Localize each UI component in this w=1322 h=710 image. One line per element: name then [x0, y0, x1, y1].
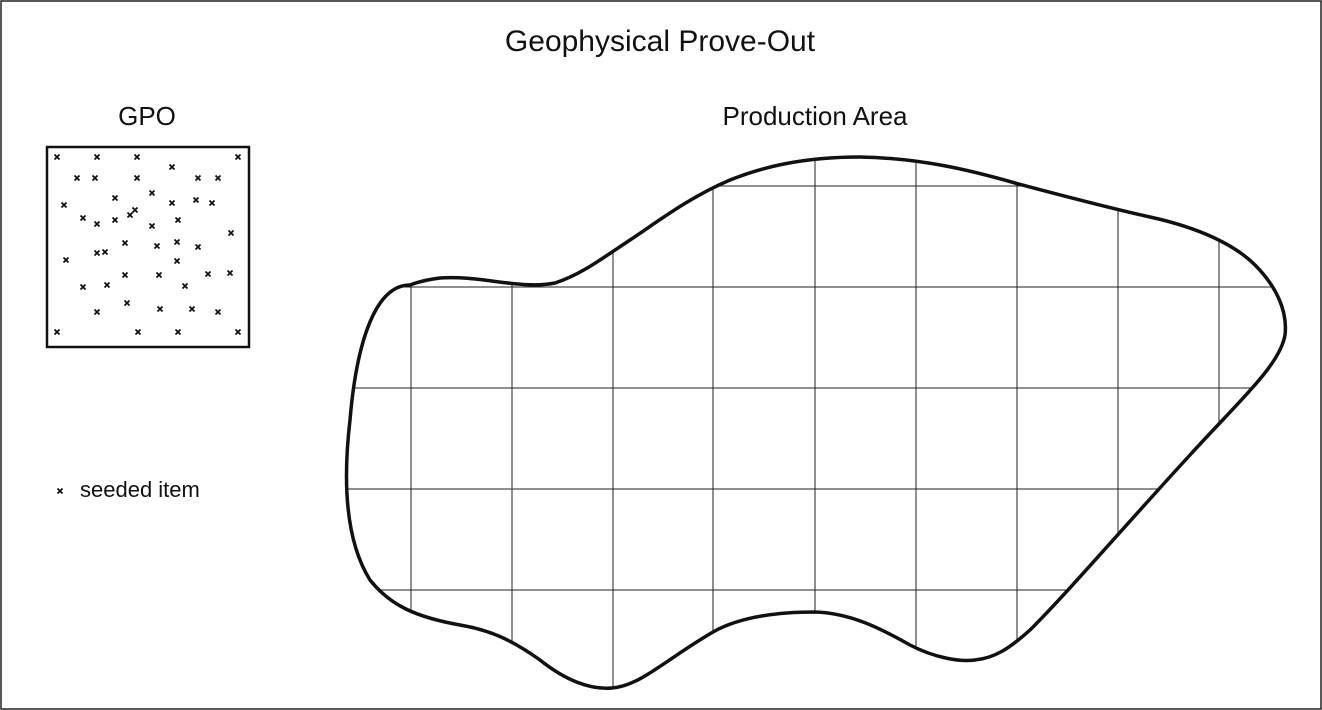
seeded-item [126, 211, 134, 219]
production-area-label: Production Area [722, 101, 908, 131]
seeded-item [53, 153, 61, 161]
seeded-item [133, 174, 141, 182]
grid [346, 157, 1286, 689]
seeded-item [168, 163, 176, 171]
seeded-item [91, 174, 99, 182]
legend-label: seeded item [80, 477, 200, 502]
seeded-item [148, 222, 156, 230]
title: Geophysical Prove-Out [505, 25, 816, 58]
seeded-item [173, 257, 181, 265]
seeded-item [93, 153, 101, 161]
seeded-item [194, 174, 202, 182]
gpo-label: GPO [118, 101, 176, 131]
seeded-item [103, 281, 111, 289]
seeded-item [101, 248, 109, 256]
seeded-item [148, 189, 156, 197]
seeded-item [155, 271, 163, 279]
seeded-item [134, 328, 142, 336]
seeded-item [62, 256, 70, 264]
seeded-item [153, 242, 161, 250]
seeded-item [79, 283, 87, 291]
seeded-item [93, 220, 101, 228]
seeded-item [168, 199, 176, 207]
seeded-item [214, 174, 222, 182]
seeded-item [204, 270, 212, 278]
seeded-item [174, 216, 182, 224]
seeded-item [93, 249, 101, 257]
seeded-item [227, 229, 235, 237]
seeded-item [173, 238, 181, 246]
seeded-item [192, 196, 200, 204]
seeded-item [234, 153, 242, 161]
seeded-item [60, 201, 68, 209]
seeded-item [194, 243, 202, 251]
gpo-square [45, 145, 251, 349]
seeded-item [133, 153, 141, 161]
seeded-item [156, 305, 164, 313]
seeded-items [53, 153, 242, 495]
seeded-item [208, 199, 216, 207]
seeded-item [111, 194, 119, 202]
seeded-item [174, 328, 182, 336]
seeded-item [181, 282, 189, 290]
seeded-item [123, 299, 131, 307]
seeded-item [121, 239, 129, 247]
seeded-item [226, 269, 234, 277]
seeded-item [131, 206, 139, 214]
seeded-item [93, 308, 101, 316]
seeded-item [234, 328, 242, 336]
seeded-item [53, 328, 61, 336]
production-area-outline [344, 155, 1288, 691]
seeded-item [214, 308, 222, 316]
seeded-item [188, 305, 196, 313]
seeded-item [111, 216, 119, 224]
seeded-item [79, 214, 87, 222]
seeded-item [73, 174, 81, 182]
seeded-item [121, 271, 129, 279]
seeded-item [56, 487, 64, 495]
